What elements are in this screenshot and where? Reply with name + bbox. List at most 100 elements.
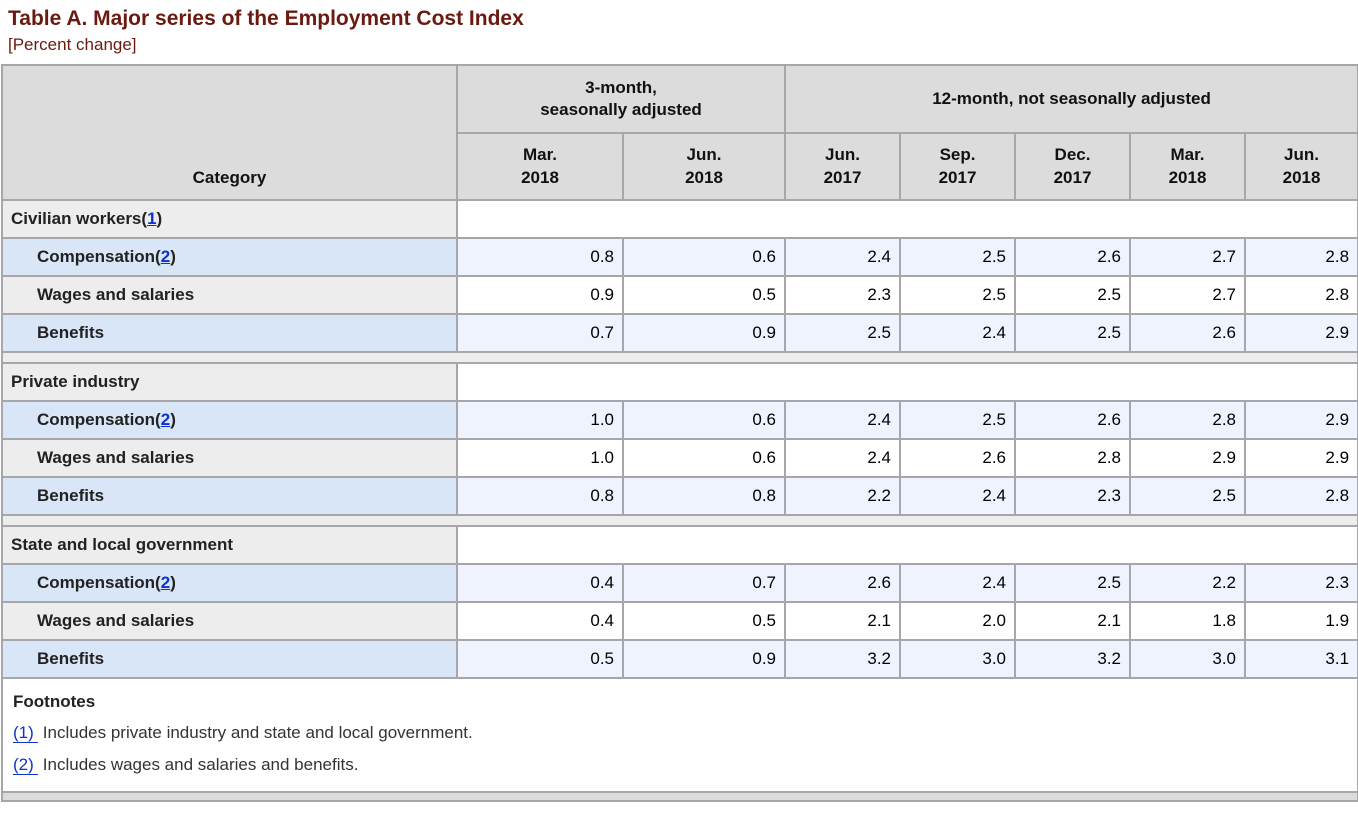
row-0-0-footnote-link[interactable]: 2 xyxy=(160,247,171,266)
value-cell: 1.0 xyxy=(456,438,624,478)
group-empty-data-cell xyxy=(455,199,1358,239)
table-row: Compensation(2) 1.0 0.6 2.4 2.5 2.6 2.8 2.9 xyxy=(1,400,1358,440)
value-cell: 0.9 xyxy=(621,639,787,679)
value-cell: 2.7 xyxy=(1129,275,1247,315)
footnote-text: Includes wages and salaries and benefits… xyxy=(42,755,359,774)
footnote-item: (1) Includes private industry and state a… xyxy=(13,717,1347,749)
value-cell: 0.7 xyxy=(621,563,787,603)
row-category-cell: Benefits xyxy=(1,639,458,679)
group-header-cell: Civilian workers(1) xyxy=(1,199,458,239)
footnotes-heading: Footnotes xyxy=(13,692,96,711)
value-cell: 2.8 xyxy=(1129,400,1247,440)
group-spacer-cell xyxy=(0,351,1358,364)
value-cell: 2.5 xyxy=(1014,313,1132,353)
footnote-link-1[interactable]: (1) xyxy=(13,723,38,743)
table-row: Benefits 0.5 0.9 3.2 3.0 3.2 3.0 3.1 xyxy=(1,639,1358,679)
category-label: Wages and salaries xyxy=(37,285,195,304)
value-cell: 2.9 xyxy=(1244,400,1358,440)
category-label: Benefits xyxy=(37,323,105,342)
col-header-period-3: Sep. 2017 xyxy=(899,132,1017,201)
value-cell: 2.5 xyxy=(899,275,1017,315)
value-cell: 3.2 xyxy=(784,639,902,679)
value-cell: 2.5 xyxy=(1014,563,1132,603)
table-row: Wages and salaries 0.9 0.5 2.3 2.5 2.5 2.7 2.8 xyxy=(1,275,1358,315)
value-cell: 2.5 xyxy=(899,237,1017,277)
category-label-suffix: ) xyxy=(170,410,176,429)
page-subtitle: [Percent change] xyxy=(8,35,137,54)
value-cell: 0.5 xyxy=(621,275,787,315)
col-group-3month: 3-month, seasonally adjusted xyxy=(455,64,787,134)
value-cell: 2.3 xyxy=(1244,563,1358,603)
row-category-cell: Wages and salaries xyxy=(1,438,458,478)
group-header-row: Civilian workers(1) xyxy=(1,199,1358,239)
row-2-0-footnote-link[interactable]: 2 xyxy=(160,573,171,592)
row-category-cell: Compensation(2) xyxy=(1,237,458,277)
value-cell: 2.6 xyxy=(784,563,902,603)
value-cell: 1.8 xyxy=(1129,601,1247,641)
col-header-period-0: Mar. 2018 xyxy=(456,132,624,201)
col-header-period-4: Dec. 2017 xyxy=(1014,132,1132,201)
col-header-period-5: Mar. 2018 xyxy=(1129,132,1247,201)
col-header-period-6: Jun. 2018 xyxy=(1244,132,1358,201)
value-cell: 2.0 xyxy=(899,601,1017,641)
value-cell: 2.4 xyxy=(784,400,902,440)
group-spacer-row xyxy=(0,514,1358,527)
col-header-period-1: Jun. 2018 xyxy=(621,132,787,201)
footnote-link-2[interactable]: (2) xyxy=(13,755,38,775)
value-cell: 0.5 xyxy=(621,601,787,641)
page-title: Table A. Major series of the Employment … xyxy=(8,7,524,30)
value-cell: 2.4 xyxy=(899,563,1017,603)
footnote-text: Includes private industry and state and … xyxy=(42,723,473,742)
category-label: Wages and salaries xyxy=(37,611,195,630)
value-cell: 2.8 xyxy=(1244,237,1358,277)
value-cell: 0.6 xyxy=(621,237,787,277)
value-cell: 2.5 xyxy=(1129,476,1247,516)
category-label: Private industry xyxy=(11,372,140,391)
value-cell: 0.6 xyxy=(621,438,787,478)
group-spacer-cell xyxy=(0,514,1358,527)
group-header-row: Private industry xyxy=(1,362,1358,402)
category-label: Civilian workers( xyxy=(11,209,148,228)
value-cell: 0.4 xyxy=(456,601,624,641)
row-category-cell: Compensation(2) xyxy=(1,563,458,603)
group-0-footnote-link[interactable]: 1 xyxy=(147,209,157,228)
category-label: State and local government xyxy=(11,535,233,554)
value-cell: 2.4 xyxy=(899,313,1017,353)
value-cell: 2.6 xyxy=(1014,237,1132,277)
category-label: Compensation( xyxy=(37,410,161,429)
value-cell: 0.4 xyxy=(456,563,624,603)
col-group-12month: 12-month, not seasonally adjusted xyxy=(784,64,1358,134)
value-cell: 3.0 xyxy=(1129,639,1247,679)
value-cell: 2.6 xyxy=(899,438,1017,478)
group-header-cell: State and local government xyxy=(1,525,458,565)
value-cell: 2.2 xyxy=(1129,563,1247,603)
row-1-0-footnote-link[interactable]: 2 xyxy=(160,410,171,429)
value-cell: 0.5 xyxy=(456,639,624,679)
table-row: Compensation(2) 0.4 0.7 2.6 2.4 2.5 2.2 2.3 xyxy=(1,563,1358,603)
row-category-cell: Wages and salaries xyxy=(1,601,458,641)
row-category-cell: Wages and salaries xyxy=(1,275,458,315)
value-cell: 0.9 xyxy=(621,313,787,353)
group-empty-data-cell xyxy=(455,362,1358,402)
value-cell: 2.5 xyxy=(784,313,902,353)
eci-table: Category 3-month, seasonally adjusted 12… xyxy=(0,64,1358,802)
value-cell: 2.9 xyxy=(1244,438,1358,478)
category-label: Compensation( xyxy=(37,247,161,266)
value-cell: 0.6 xyxy=(621,400,787,440)
value-cell: 2.5 xyxy=(1014,275,1132,315)
group-header-row: State and local government xyxy=(1,525,1358,565)
value-cell: 2.8 xyxy=(1014,438,1132,478)
group-spacer-row xyxy=(0,351,1358,364)
footnotes-cell: Footnotes (1) Includes private industry an… xyxy=(0,677,1358,793)
group-empty-data-cell xyxy=(455,525,1358,565)
value-cell: 2.3 xyxy=(1014,476,1132,516)
value-cell: 2.9 xyxy=(1244,313,1358,353)
table-row: Compensation(2) 0.8 0.6 2.4 2.5 2.6 2.7 2.8 xyxy=(1,237,1358,277)
header-period-row: Mar. 2018 Jun. 2018 Jun. 2017 Sep. 2017 Dec.… xyxy=(2,132,1358,201)
value-cell: 2.7 xyxy=(1129,237,1247,277)
value-cell: 2.1 xyxy=(1014,601,1132,641)
value-cell: 1.9 xyxy=(1244,601,1358,641)
value-cell: 1.0 xyxy=(456,400,624,440)
value-cell: 3.0 xyxy=(899,639,1017,679)
category-label: Compensation( xyxy=(37,573,161,592)
